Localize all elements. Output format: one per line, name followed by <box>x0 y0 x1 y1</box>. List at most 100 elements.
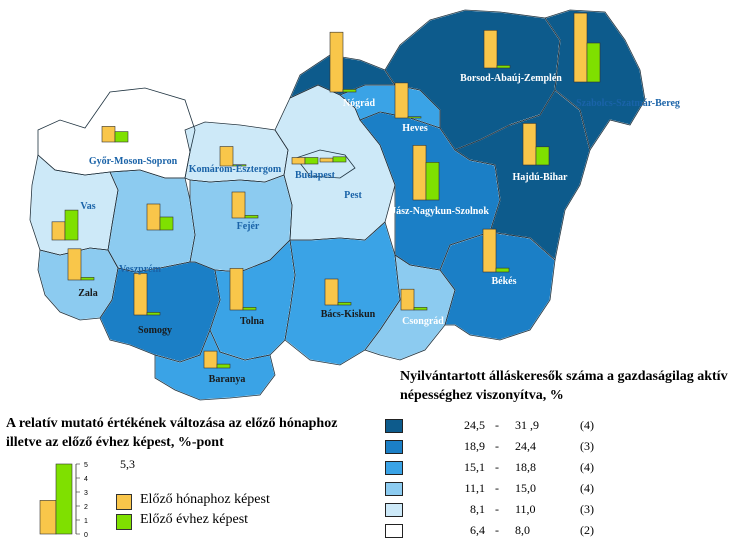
yearly-legend-label: Előző évhez képest <box>140 512 249 527</box>
legend-tick-label: 4 <box>84 476 88 483</box>
county-6-outline <box>295 149 356 179</box>
class-swatch <box>385 503 403 517</box>
county-19-label: Szabolcs-Szatmár-Bereg <box>576 98 680 109</box>
legend-tick-label: 0 <box>84 532 88 539</box>
class-dash: - <box>495 439 499 453</box>
county-13-label: Békés <box>492 276 517 287</box>
county-8-yearly-bar <box>146 312 161 316</box>
county-13-yearly-bar <box>495 267 510 273</box>
county-16-label: Nógrád <box>343 98 376 109</box>
county-1-monthly-bar <box>51 221 66 241</box>
county-12-yearly-bar <box>413 307 428 311</box>
class-count: (3) <box>580 502 594 516</box>
county-8-monthly-bar <box>133 273 148 316</box>
county-14-monthly-bar <box>412 145 427 201</box>
county-17-label: Borsod-Abaúj-Zemplén <box>460 73 562 84</box>
county-15-monthly-bar <box>394 82 409 119</box>
class-high: 31 ,9 <box>515 418 539 432</box>
county-3-yearly-bar <box>159 216 174 231</box>
county-1-label: Vas <box>80 201 95 212</box>
class-dash: - <box>495 481 499 495</box>
county-7-monthly-bar <box>319 157 334 163</box>
class-dash: - <box>495 460 499 474</box>
class-swatch <box>385 440 403 454</box>
legend-tick-label: 5 <box>84 462 88 469</box>
county-13-monthly-bar <box>482 228 497 273</box>
legend-tick-label: 3 <box>84 490 88 497</box>
county-10-outline <box>154 328 276 401</box>
county-18-monthly-bar <box>522 123 537 166</box>
class-low: 6,4 <box>470 523 485 537</box>
class-swatch <box>385 524 403 538</box>
county-10-monthly-bar <box>203 350 218 369</box>
county-14-yearly-bar <box>425 162 440 201</box>
class-low: 8,1 <box>470 502 485 516</box>
class-high: 15,0 <box>515 481 536 495</box>
county-7-label: Pest <box>344 190 362 201</box>
county-19-outline <box>544 9 646 151</box>
class-count: (2) <box>580 523 594 537</box>
county-6-label: Budapest <box>295 170 336 181</box>
county-0-label: Győr-Moson-Sopron <box>89 156 178 167</box>
county-12-label: Csongrád <box>402 316 444 327</box>
class-high: 8,0 <box>515 523 530 537</box>
class-count: (3) <box>580 439 594 453</box>
county-2-label: Zala <box>78 288 97 299</box>
county-2-yearly-bar <box>80 277 95 281</box>
class-low: 24,5 <box>464 418 485 432</box>
legend-sample-yearly-bar <box>55 463 73 535</box>
class-dash: - <box>495 418 499 432</box>
county-4-yearly-bar <box>232 164 247 167</box>
county-0-yearly-bar <box>114 131 129 143</box>
county-11-yearly-bar <box>337 302 352 306</box>
monthly-legend-label: Előző hónaphoz képest <box>140 492 270 507</box>
county-12-monthly-bar <box>400 288 415 311</box>
class-count: (4) <box>580 460 594 474</box>
bar-legend-title: A relatív mutató értékének változása az … <box>6 416 338 450</box>
county-1-yearly-bar <box>64 209 79 241</box>
county-18-outline <box>454 89 591 261</box>
county-0-monthly-bar <box>101 126 116 143</box>
county-10-yearly-bar <box>216 363 231 369</box>
class-legend-title: Nyilvántartott álláskeresők száma a gazd… <box>400 369 728 403</box>
bar-legend-scale: 5 4 3 2 1 0 5,3 <box>39 460 135 539</box>
class-dash: - <box>495 523 499 537</box>
county-10-label: Baranya <box>209 374 246 385</box>
county-6-monthly-bar <box>291 157 306 165</box>
county-3-label: Veszprém <box>119 264 162 275</box>
legend-tick-label: 2 <box>84 504 88 511</box>
yearly-swatch <box>116 514 132 530</box>
legend-tick-label: 1 <box>84 518 88 525</box>
class-low: 18,9 <box>464 439 485 453</box>
class-high: 11,0 <box>515 502 536 516</box>
class-low: 15,1 <box>464 460 485 474</box>
county-11-label: Bács-Kiskun <box>321 309 376 320</box>
county-5-label: Fejér <box>237 221 260 232</box>
county-4-label: Komárom-Esztergom <box>189 164 282 175</box>
county-8-label: Somogy <box>138 325 172 336</box>
county-15-label: Heves <box>402 123 428 134</box>
county-9-monthly-bar <box>229 268 244 311</box>
legend-sample-monthly-bar <box>39 500 57 535</box>
county-19-monthly-bar <box>573 12 588 83</box>
county-17-yearly-bar <box>496 65 511 69</box>
county-5-monthly-bar <box>231 191 246 219</box>
class-swatch <box>385 461 403 475</box>
legend-max-label: 5,3 <box>120 460 135 471</box>
county-17-monthly-bar <box>483 29 498 69</box>
county-7-yearly-bar <box>332 156 347 163</box>
county-3-monthly-bar <box>146 203 161 231</box>
county-6-yearly-bar <box>304 157 319 165</box>
county-5-yearly-bar <box>244 215 259 219</box>
class-swatch <box>385 482 403 496</box>
class-count: (4) <box>580 481 594 495</box>
class-high: 24,4 <box>515 439 536 453</box>
county-18-label: Hajdú-Bihar <box>512 172 568 183</box>
county-11-monthly-bar <box>324 278 339 306</box>
class-low: 11,1 <box>464 481 485 495</box>
class-dash: - <box>495 502 499 516</box>
county-18-yearly-bar <box>535 146 550 166</box>
county-9-label: Tolna <box>240 316 264 327</box>
county-16-monthly-bar <box>329 31 344 93</box>
